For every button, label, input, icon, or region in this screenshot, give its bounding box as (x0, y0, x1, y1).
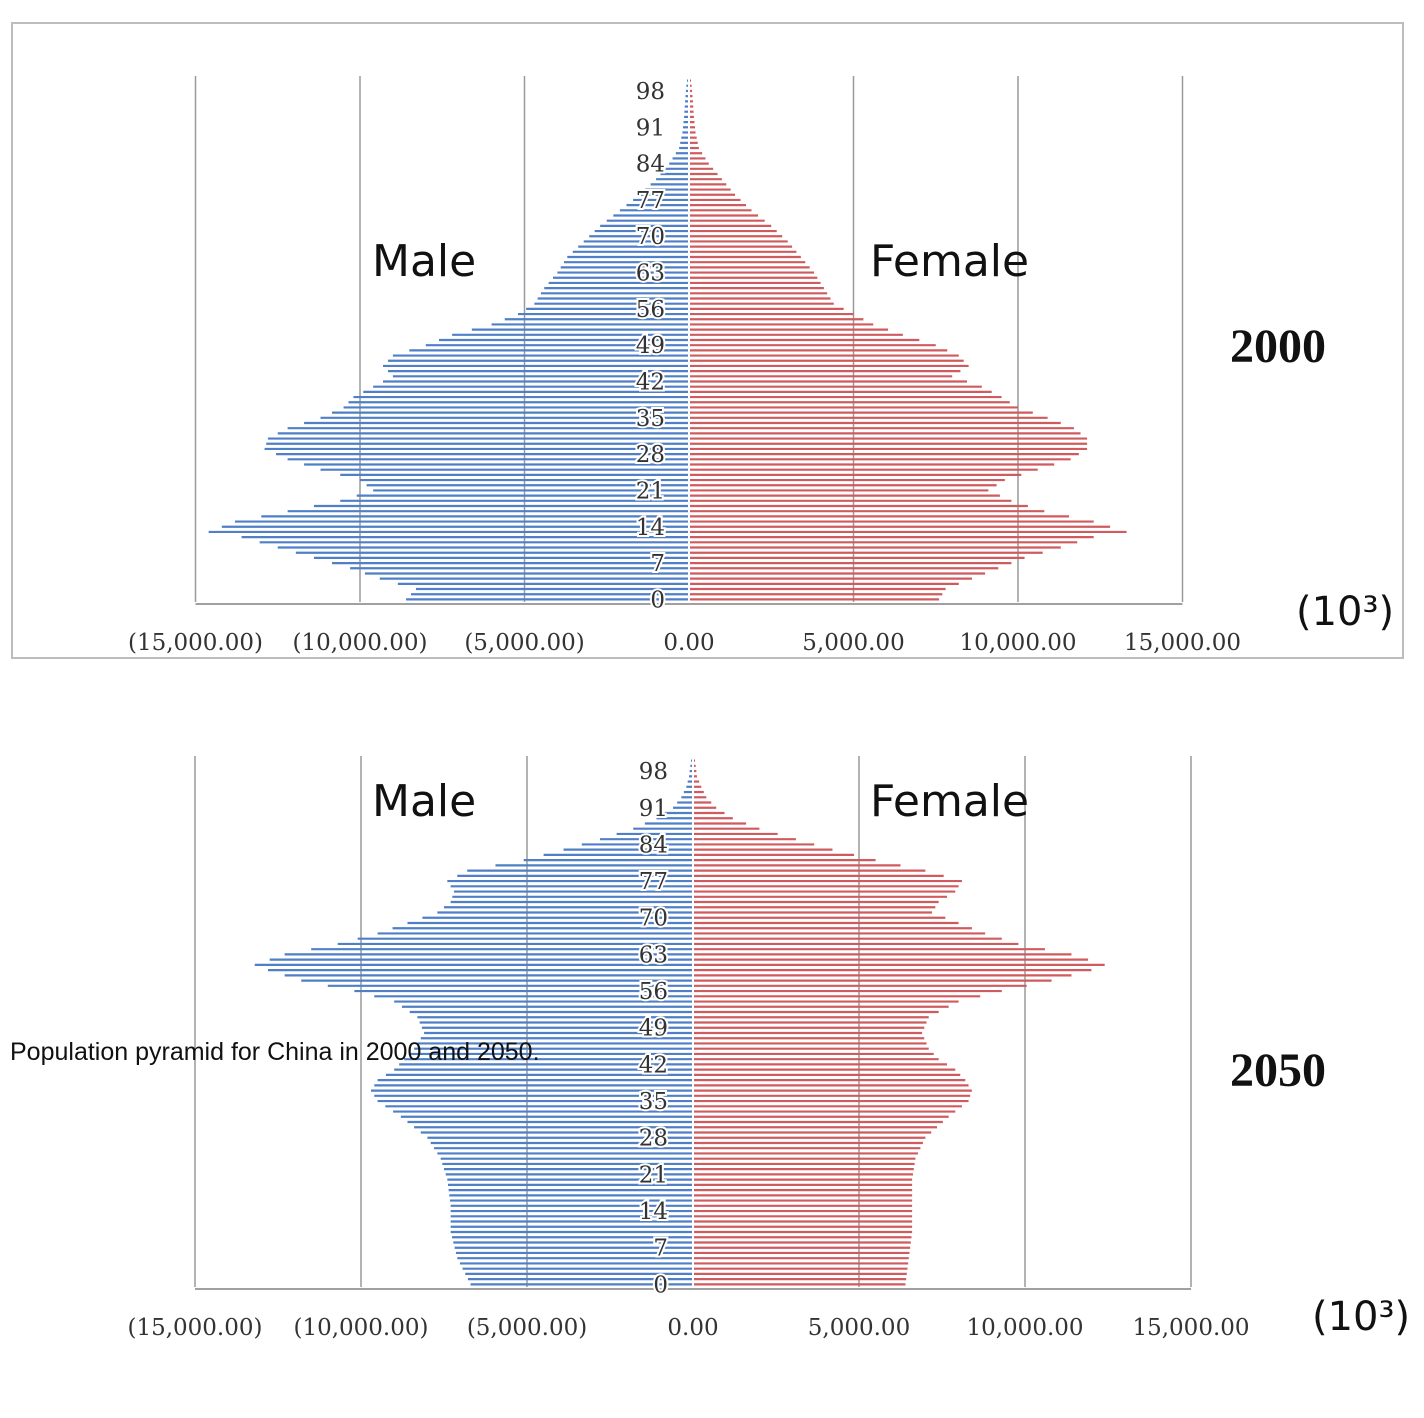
unit-label: (10³) (1312, 1294, 1410, 1340)
male-bars (208, 79, 688, 601)
female-label: Female (870, 776, 1029, 827)
chart-title-2050: 2050 (1230, 1044, 1326, 1097)
x-tick-label: 0.00 (667, 1315, 718, 1341)
unit-label: (10³) (1296, 589, 1394, 635)
female-bars (694, 759, 1105, 1286)
gridlines (194, 76, 1184, 602)
age-tick-label: 35 (639, 1089, 668, 1115)
x-tick-label: (10,000.00) (292, 630, 427, 656)
age-tick-label: 84 (636, 152, 665, 178)
age-tick-label: 77 (639, 869, 668, 895)
x-tick-label: (10,000.00) (293, 1315, 428, 1341)
x-tick-label: 10,000.00 (966, 1315, 1083, 1341)
figure-caption: Population pyramid for China in 2000 and… (10, 1038, 540, 1066)
age-tick-label: 98 (636, 79, 665, 105)
x-tick-label: 5,000.00 (802, 630, 904, 656)
age-tick-label: 21 (636, 478, 665, 504)
x-tick-label: 10,000.00 (959, 630, 1076, 656)
chart-2000-frame (11, 22, 1404, 659)
gridlines (194, 756, 1192, 1287)
age-tick-label: 14 (636, 515, 665, 541)
age-tick-label: 70 (639, 906, 668, 932)
x-tick-label: (15,000.00) (127, 1315, 262, 1341)
age-tick-label: 91 (636, 115, 665, 141)
female-bars (690, 79, 1127, 601)
x-tick-label: 5,000.00 (808, 1315, 910, 1341)
x-tick-label: 15,000.00 (1124, 630, 1241, 656)
male-label: Male (372, 776, 476, 827)
age-tick-label: 28 (636, 442, 665, 468)
age-tick-label: 91 (639, 796, 668, 822)
x-tick-label: 0.00 (663, 630, 714, 656)
age-tick-label: 84 (639, 832, 668, 858)
age-tick-label: 98 (639, 759, 668, 785)
age-tick-label: 77 (636, 188, 665, 214)
age-tick-label: 42 (639, 1052, 668, 1078)
age-tick-label: 63 (639, 942, 668, 968)
age-tick-label: 56 (639, 979, 668, 1005)
x-axis: (15,000.00) (10,000.00) (5,000.00) 0.00 5,00… (127, 1288, 1250, 1341)
age-tick-label: 42 (636, 370, 665, 396)
chart-title-2000: 2000 (1230, 320, 1326, 373)
age-tick-label: 21 (639, 1162, 668, 1188)
age-tick-label: 56 (636, 297, 665, 323)
age-tick-label: 28 (639, 1126, 668, 1152)
x-tick-label: (5,000.00) (467, 1315, 587, 1341)
age-tick-label: 14 (639, 1199, 668, 1225)
age-tick-label: 49 (639, 1016, 668, 1042)
female-label: Female (870, 236, 1029, 287)
age-tick-label: 0 (650, 587, 665, 613)
x-tick-label: (5,000.00) (464, 630, 584, 656)
age-tick-label: 7 (653, 1236, 668, 1262)
x-tick-label: 15,000.00 (1132, 1315, 1249, 1341)
male-bars (254, 759, 692, 1286)
male-label: Male (372, 236, 476, 287)
age-tick-label: 49 (636, 333, 665, 359)
age-tick-label: 0 (653, 1272, 668, 1298)
age-tick-label: 63 (636, 261, 665, 287)
age-tick-label: 35 (636, 406, 665, 432)
age-tick-label: 7 (650, 551, 665, 577)
age-tick-label: 70 (636, 224, 665, 250)
pyramid-chart-2050: (15,000.00) (10,000.00) (5,000.00) 0.00 5,00… (127, 756, 1410, 1341)
x-axis: (15,000.00) (10,000.00) (5,000.00) 0.00 5,00… (128, 603, 1241, 656)
pyramid-chart-2000: (15,000.00) (10,000.00) (5,000.00) 0.00 5,00… (128, 76, 1394, 656)
x-tick-label: (15,000.00) (128, 630, 263, 656)
